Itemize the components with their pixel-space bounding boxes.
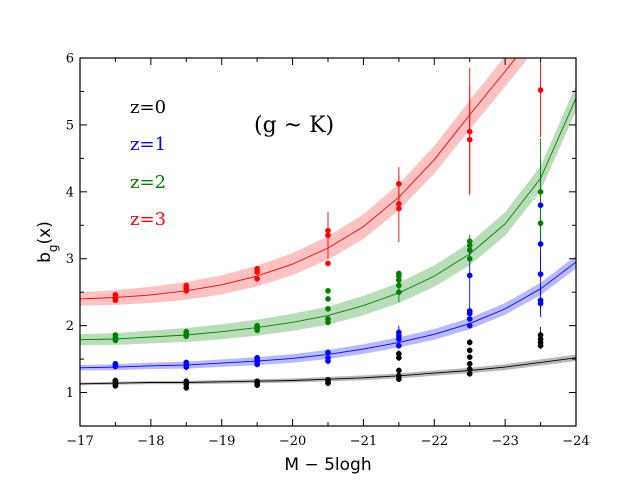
- y-tick-label: 4: [66, 185, 74, 200]
- data-point: [466, 366, 473, 372]
- data-point: [537, 332, 544, 338]
- x-tick-label: −22: [421, 434, 448, 449]
- legend-z3: z=3: [130, 209, 166, 230]
- data-point: [325, 260, 331, 267]
- data-point: [396, 205, 402, 212]
- band-z=3: [80, 58, 527, 306]
- data-point: [325, 316, 331, 322]
- data-point: [537, 241, 544, 247]
- x-tick-label: −20: [279, 434, 306, 449]
- data-point: [325, 306, 331, 312]
- data-point: [466, 322, 473, 329]
- data-point: [466, 247, 473, 253]
- data-point: [183, 359, 190, 366]
- data-point: [466, 255, 473, 262]
- data-point: [325, 296, 331, 302]
- chart-annotation: (g ~ K): [254, 113, 334, 138]
- data-point: [466, 339, 473, 346]
- data-point: [396, 367, 402, 374]
- x-tick-label: −19: [208, 434, 235, 449]
- y-tick-label: 6: [66, 52, 74, 67]
- x-tick-label: −24: [562, 434, 589, 449]
- data-point: [396, 350, 402, 357]
- data-point: [396, 372, 402, 379]
- data-point: [254, 322, 260, 329]
- data-point: [183, 328, 190, 335]
- data-point: [325, 349, 331, 356]
- x-axis-label: M − 5logh: [284, 455, 371, 475]
- axis-ticks: −17 −18 −19 −20 −21 −22 −23 −24 1 2 3 4 5 6: [66, 52, 590, 450]
- legend-z1: z=1: [130, 134, 166, 155]
- data-point: [466, 136, 473, 143]
- legend-z0: z=0: [130, 97, 166, 118]
- data-point: [466, 308, 473, 314]
- data-points: [112, 87, 544, 391]
- data-point: [466, 316, 473, 322]
- data-point: [466, 272, 473, 279]
- data-point: [537, 188, 544, 195]
- data-point: [466, 354, 473, 360]
- data-point: [254, 265, 260, 272]
- data-point: [254, 354, 260, 361]
- x-tick-label: −23: [491, 434, 518, 449]
- data-point: [254, 378, 260, 385]
- data-point: [183, 282, 190, 289]
- data-point: [325, 287, 331, 294]
- data-point: [396, 329, 402, 336]
- data-point: [537, 297, 544, 304]
- data-point: [466, 238, 473, 245]
- curve-z=2: [80, 97, 576, 341]
- data-point: [396, 270, 402, 277]
- data-point: [537, 87, 544, 93]
- data-point: [396, 289, 402, 296]
- x-tick-label: −18: [137, 434, 164, 449]
- data-point: [325, 354, 331, 361]
- y-axis-label: bg(x): [35, 221, 60, 263]
- y-tick-label: 1: [66, 386, 74, 401]
- data-point: [325, 227, 331, 234]
- data-point: [112, 332, 119, 338]
- legend-z2: z=2: [130, 172, 166, 193]
- data-point: [254, 275, 260, 282]
- x-tick-label: −17: [66, 434, 93, 449]
- data-point: [466, 370, 473, 377]
- data-point: [537, 202, 544, 209]
- y-tick-label: 5: [66, 118, 74, 133]
- y-tick-label: 2: [66, 319, 74, 334]
- data-point: [466, 347, 473, 354]
- y-tick-label: 3: [66, 252, 74, 267]
- data-point: [537, 271, 544, 277]
- data-point: [396, 282, 402, 289]
- data-point: [325, 376, 331, 383]
- curve-z=3: [80, 58, 517, 300]
- data-point: [112, 360, 119, 367]
- data-point: [466, 128, 473, 135]
- data-point: [396, 342, 402, 349]
- data-point: [183, 378, 190, 385]
- data-point: [396, 201, 402, 207]
- data-point: [112, 377, 119, 384]
- data-point: [537, 220, 544, 227]
- data-point: [325, 232, 331, 239]
- data-point: [396, 180, 402, 187]
- x-tick-label: −21: [350, 434, 377, 449]
- data-point: [466, 360, 473, 367]
- data-point: [112, 292, 119, 298]
